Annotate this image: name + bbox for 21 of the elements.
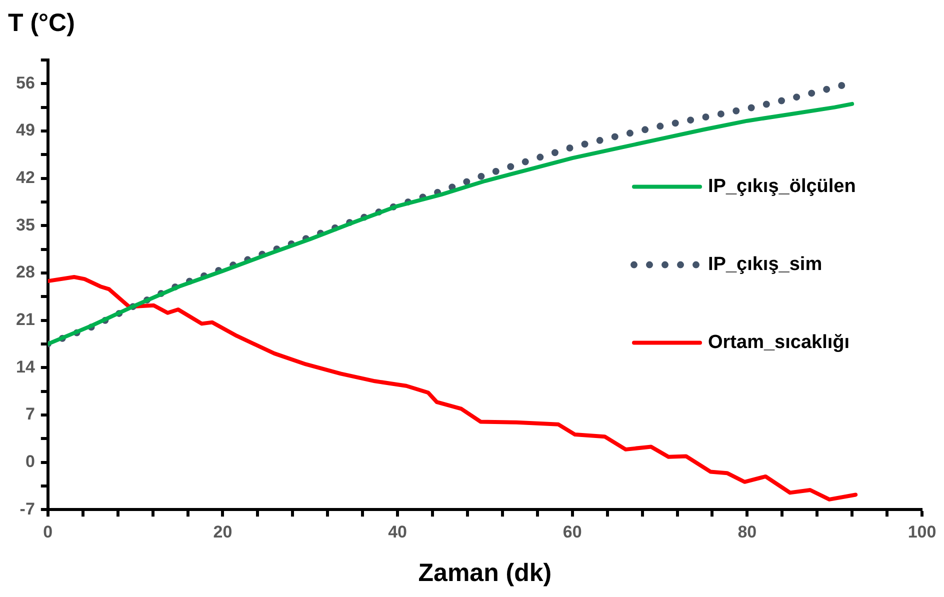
legend-label: Ortam_sıcaklığı: [708, 332, 850, 354]
y-tick-label: 14: [16, 357, 36, 376]
y-axis-title: T (°C): [8, 8, 75, 37]
y-tick-label: 35: [16, 215, 35, 234]
y-tick-label: 21: [16, 310, 35, 329]
x-tick-label: 20: [213, 522, 232, 542]
y-tick-label: 0: [25, 452, 35, 471]
y-tick-label: 7: [25, 404, 35, 424]
x-tick-label: 80: [738, 522, 757, 542]
legend-label: IP_çıkış_sim: [708, 254, 822, 276]
x-tick-label: 0: [43, 522, 53, 542]
x-tick-label: 100: [908, 522, 936, 542]
y-tick-label: -7: [20, 499, 35, 518]
y-tick-label: 28: [16, 262, 35, 282]
legend-label: IP_çıkış_ölçülen: [708, 176, 856, 198]
y-tick-label: 56: [16, 73, 35, 92]
x-axis-title: Zaman (dk): [418, 558, 552, 587]
x-tick-label: 40: [388, 522, 408, 542]
y-tick-label: 42: [16, 168, 35, 188]
x-tick-label: 60: [562, 522, 582, 542]
y-tick-label: 49: [16, 120, 35, 140]
